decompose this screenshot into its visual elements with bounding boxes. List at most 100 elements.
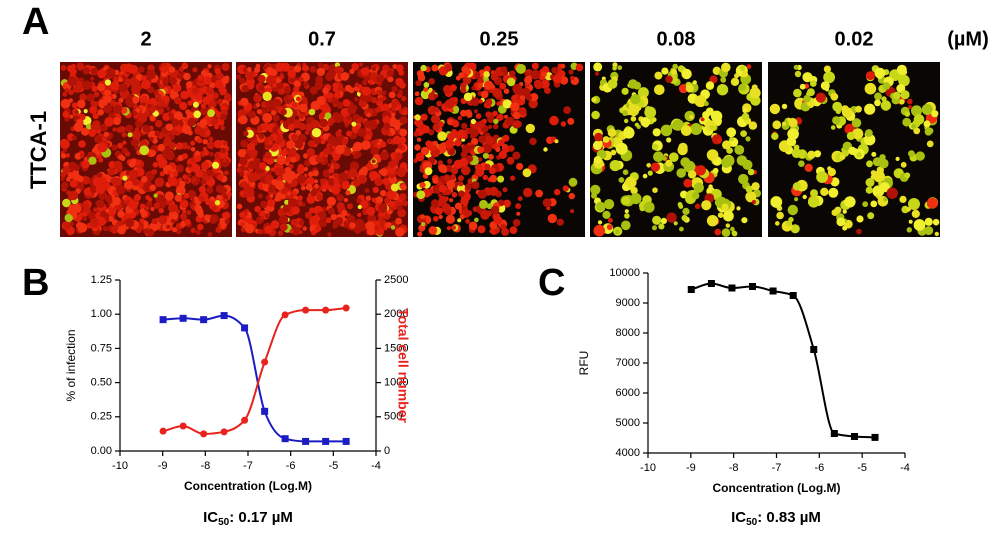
micrograph-cell	[457, 129, 467, 139]
micrograph-cell	[376, 89, 382, 96]
micrograph-cell	[209, 82, 216, 89]
micrograph-cell	[883, 197, 888, 202]
micrograph-cell	[224, 170, 229, 176]
micrograph-cell	[568, 69, 574, 75]
micrograph-cell	[420, 214, 426, 220]
micrograph-cell	[477, 225, 486, 234]
micrograph-cell	[652, 187, 658, 193]
micrograph-cell	[82, 216, 88, 221]
micrograph-cell	[359, 62, 363, 67]
micrograph-cell	[315, 156, 322, 163]
micrograph-cell	[563, 106, 571, 114]
micrograph-cell	[371, 97, 378, 104]
micrograph-cell	[222, 140, 228, 146]
micrograph-cell	[708, 184, 713, 189]
micrograph-cell	[730, 226, 735, 232]
micrograph-cell	[182, 209, 187, 214]
micrograph-cell	[303, 153, 309, 159]
micrograph-cell	[908, 150, 915, 158]
micrograph-cell	[420, 89, 431, 100]
micrograph-cell	[86, 93, 96, 102]
micrograph-cell	[297, 164, 304, 171]
micrograph-cell	[672, 119, 684, 131]
micrograph-cell	[308, 108, 316, 116]
micrograph-cell	[146, 179, 152, 184]
micrograph-cell	[322, 63, 330, 71]
micrograph-cell	[438, 195, 448, 205]
micrograph-cell	[482, 152, 489, 159]
micrograph-cell	[489, 174, 498, 183]
micrograph-cell	[879, 158, 889, 169]
data-point	[220, 312, 228, 320]
micrograph-cell	[742, 159, 753, 170]
micrograph-cell	[526, 69, 531, 74]
micrograph-cell	[345, 190, 351, 196]
micrograph-cell	[365, 195, 371, 201]
micrograph-cell	[275, 180, 285, 190]
micrograph-cell	[444, 63, 453, 72]
micrograph-cell	[259, 210, 266, 217]
micrograph-cell	[630, 186, 638, 195]
micrograph-cell	[306, 148, 316, 157]
micrograph-cell	[716, 84, 729, 96]
x-tick-label: -8	[729, 462, 739, 474]
micrograph-cell	[515, 203, 522, 210]
micrograph-cell	[76, 99, 86, 109]
micrograph-cell	[167, 170, 172, 175]
micrograph-cell	[272, 87, 278, 92]
micrograph-cell	[660, 124, 673, 137]
micrograph-cell	[443, 174, 451, 182]
micrograph-cell	[390, 183, 399, 192]
y2-tick-label: 2500	[384, 274, 408, 286]
micrograph-cell	[544, 87, 551, 94]
micrograph-cell	[275, 192, 283, 200]
micrograph-cell	[120, 63, 129, 73]
micrograph-cell	[330, 96, 339, 105]
micrograph-cell	[451, 120, 460, 128]
micrograph-cell	[289, 229, 294, 234]
micrograph-cell	[470, 137, 479, 146]
y2-tick-label: 2000	[384, 308, 408, 320]
micrograph-cell	[700, 117, 705, 122]
micrograph-cell	[335, 217, 344, 225]
micrograph-cell	[681, 214, 688, 222]
micrograph-cell	[379, 151, 389, 161]
micrograph-cell	[117, 77, 123, 83]
micrograph-cell	[687, 170, 697, 179]
micrograph-cell	[745, 185, 753, 193]
micrograph-cell	[836, 217, 846, 227]
micrograph-cell	[213, 124, 220, 130]
data-point	[159, 316, 167, 324]
y2-tick-label: 1000	[384, 377, 408, 389]
micrograph-cell	[71, 102, 78, 109]
y-tick-label: 0.75	[91, 342, 112, 354]
micrograph-cell	[327, 163, 332, 168]
micrograph-cell	[717, 138, 722, 144]
micrograph-cell	[293, 86, 300, 93]
micrograph-cell	[221, 63, 230, 71]
micrograph-cell	[304, 130, 310, 135]
micrograph-cell	[371, 159, 376, 164]
micrograph-cell	[501, 227, 510, 236]
micrograph-cell	[197, 75, 203, 81]
micrograph-cell	[803, 94, 811, 103]
micrograph-cell	[465, 210, 473, 217]
micrograph-cell	[346, 130, 352, 137]
micrograph-cell	[751, 182, 760, 191]
micrograph-cell	[457, 218, 462, 223]
micrograph-cell	[603, 199, 615, 210]
micrograph-cell	[597, 220, 603, 225]
micrograph-cell	[807, 196, 820, 208]
micrograph-cell	[468, 221, 478, 231]
micrograph-cell	[879, 182, 890, 193]
micrograph-cell	[874, 99, 881, 107]
micrograph-cell	[114, 225, 119, 230]
micrograph-cell	[187, 130, 193, 136]
micrograph-cell	[89, 106, 97, 114]
micrograph-cell	[615, 229, 620, 235]
micrograph-cell	[691, 191, 700, 200]
micrograph-cell	[428, 226, 438, 235]
micrograph-cell	[190, 147, 196, 152]
y2-tick-label: 0	[384, 445, 390, 457]
